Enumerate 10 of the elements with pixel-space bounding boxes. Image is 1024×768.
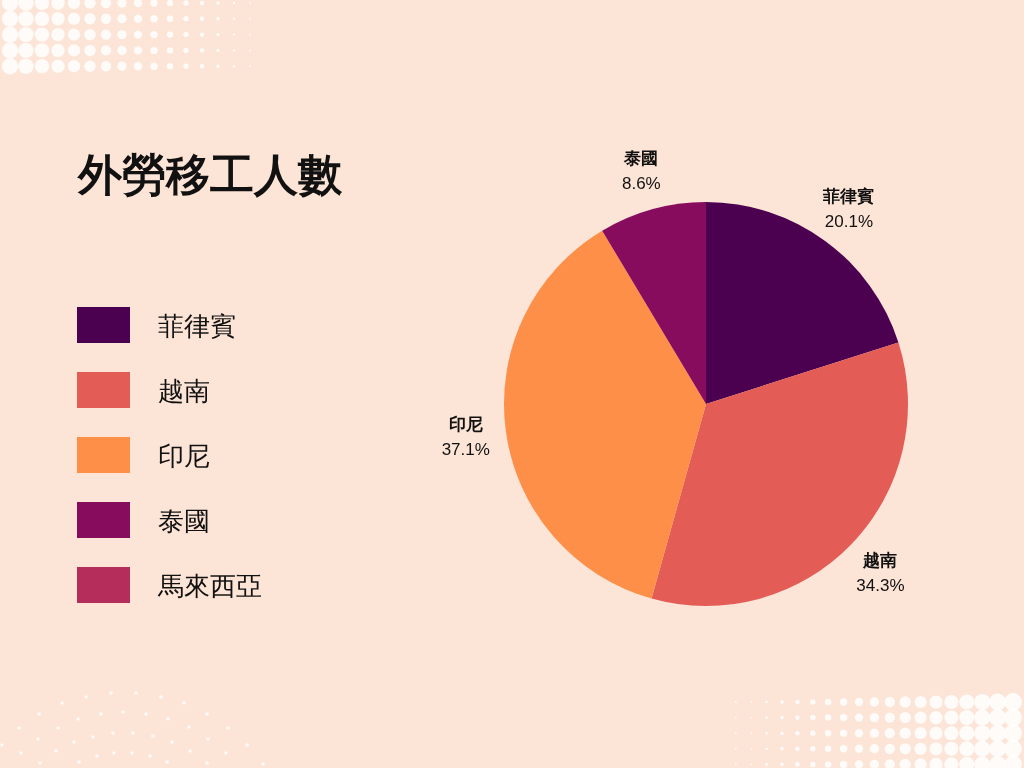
label: 菲律賓 20.1% <box>823 187 875 232</box>
legend-label: 菲律賓 <box>158 311 236 341</box>
title: 外勞移工人數 <box>78 150 342 199</box>
legend-label: 泰國 <box>158 506 210 536</box>
legend-label: 越南 <box>158 376 210 406</box>
label: 印尼 37.1% <box>441 415 490 460</box>
label: 越南 34.3% <box>856 551 905 596</box>
legend-label: 印尼 <box>158 441 210 471</box>
legend-label: 馬來西亞 <box>157 571 262 601</box>
label: 泰國 8.6% <box>622 149 661 194</box>
